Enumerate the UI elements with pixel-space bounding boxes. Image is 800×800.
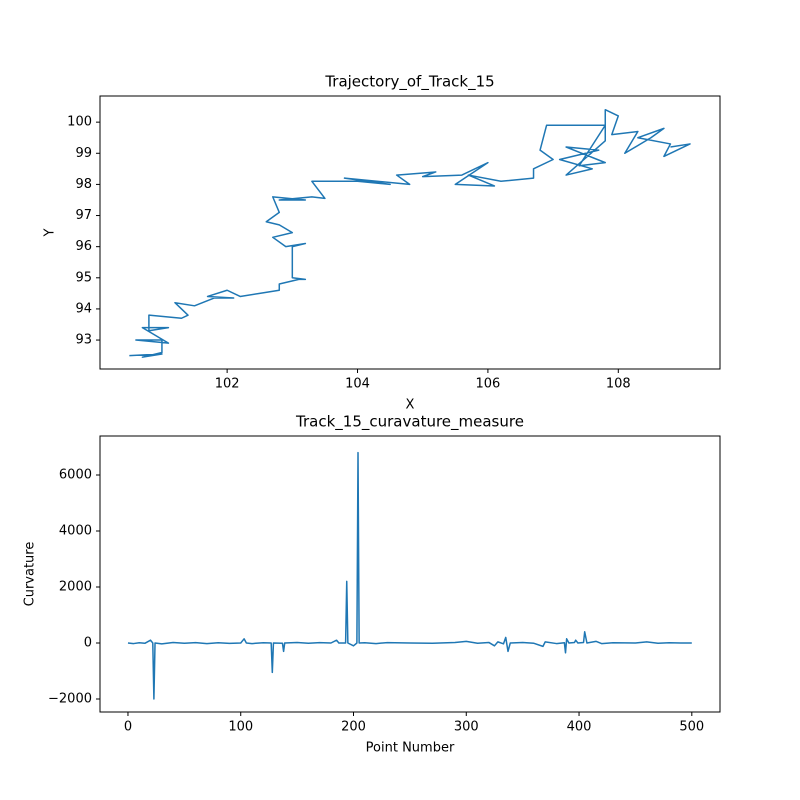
x-axis-label: Point Number xyxy=(366,741,455,756)
x-tick-label: 200 xyxy=(341,720,366,735)
y-tick-label: 95 xyxy=(75,270,92,285)
y-tick-label: 94 xyxy=(75,301,92,316)
y-axis-label: Curvature xyxy=(23,542,38,607)
y-tick-label: 4000 xyxy=(59,524,92,539)
chart-title: Track_15_curavature_measure xyxy=(295,413,524,432)
data-line xyxy=(129,108,691,358)
x-axis-label: X xyxy=(406,398,415,413)
x-tick-label: 106 xyxy=(475,377,500,392)
y-tick-label: 98 xyxy=(75,177,92,192)
data-line xyxy=(127,451,692,700)
y-axis-label: Y xyxy=(43,228,58,237)
y-tick-label: 6000 xyxy=(59,468,92,483)
y-tick-label: 2000 xyxy=(59,580,92,595)
x-tick-label: 400 xyxy=(567,720,592,735)
y-tick-label: 99 xyxy=(75,146,92,161)
y-tick-label: −2000 xyxy=(48,692,92,707)
axes-frame xyxy=(99,435,721,713)
y-tick-label: 97 xyxy=(75,208,92,223)
x-tick-label: 104 xyxy=(345,377,370,392)
y-tick-label: 93 xyxy=(75,333,92,348)
x-tick-label: 100 xyxy=(228,720,253,735)
x-tick-label: 102 xyxy=(215,377,240,392)
y-tick-label: 96 xyxy=(75,239,92,254)
x-tick-label: 300 xyxy=(454,720,479,735)
x-tick-label: 500 xyxy=(679,720,704,735)
x-tick-label: 0 xyxy=(124,720,132,735)
x-tick-label: 108 xyxy=(606,377,631,392)
y-tick-label: 100 xyxy=(67,115,92,130)
y-tick-label: 0 xyxy=(84,636,92,651)
chart-title: Trajectory_of_Track_15 xyxy=(324,73,494,92)
axes-frame xyxy=(99,95,721,370)
